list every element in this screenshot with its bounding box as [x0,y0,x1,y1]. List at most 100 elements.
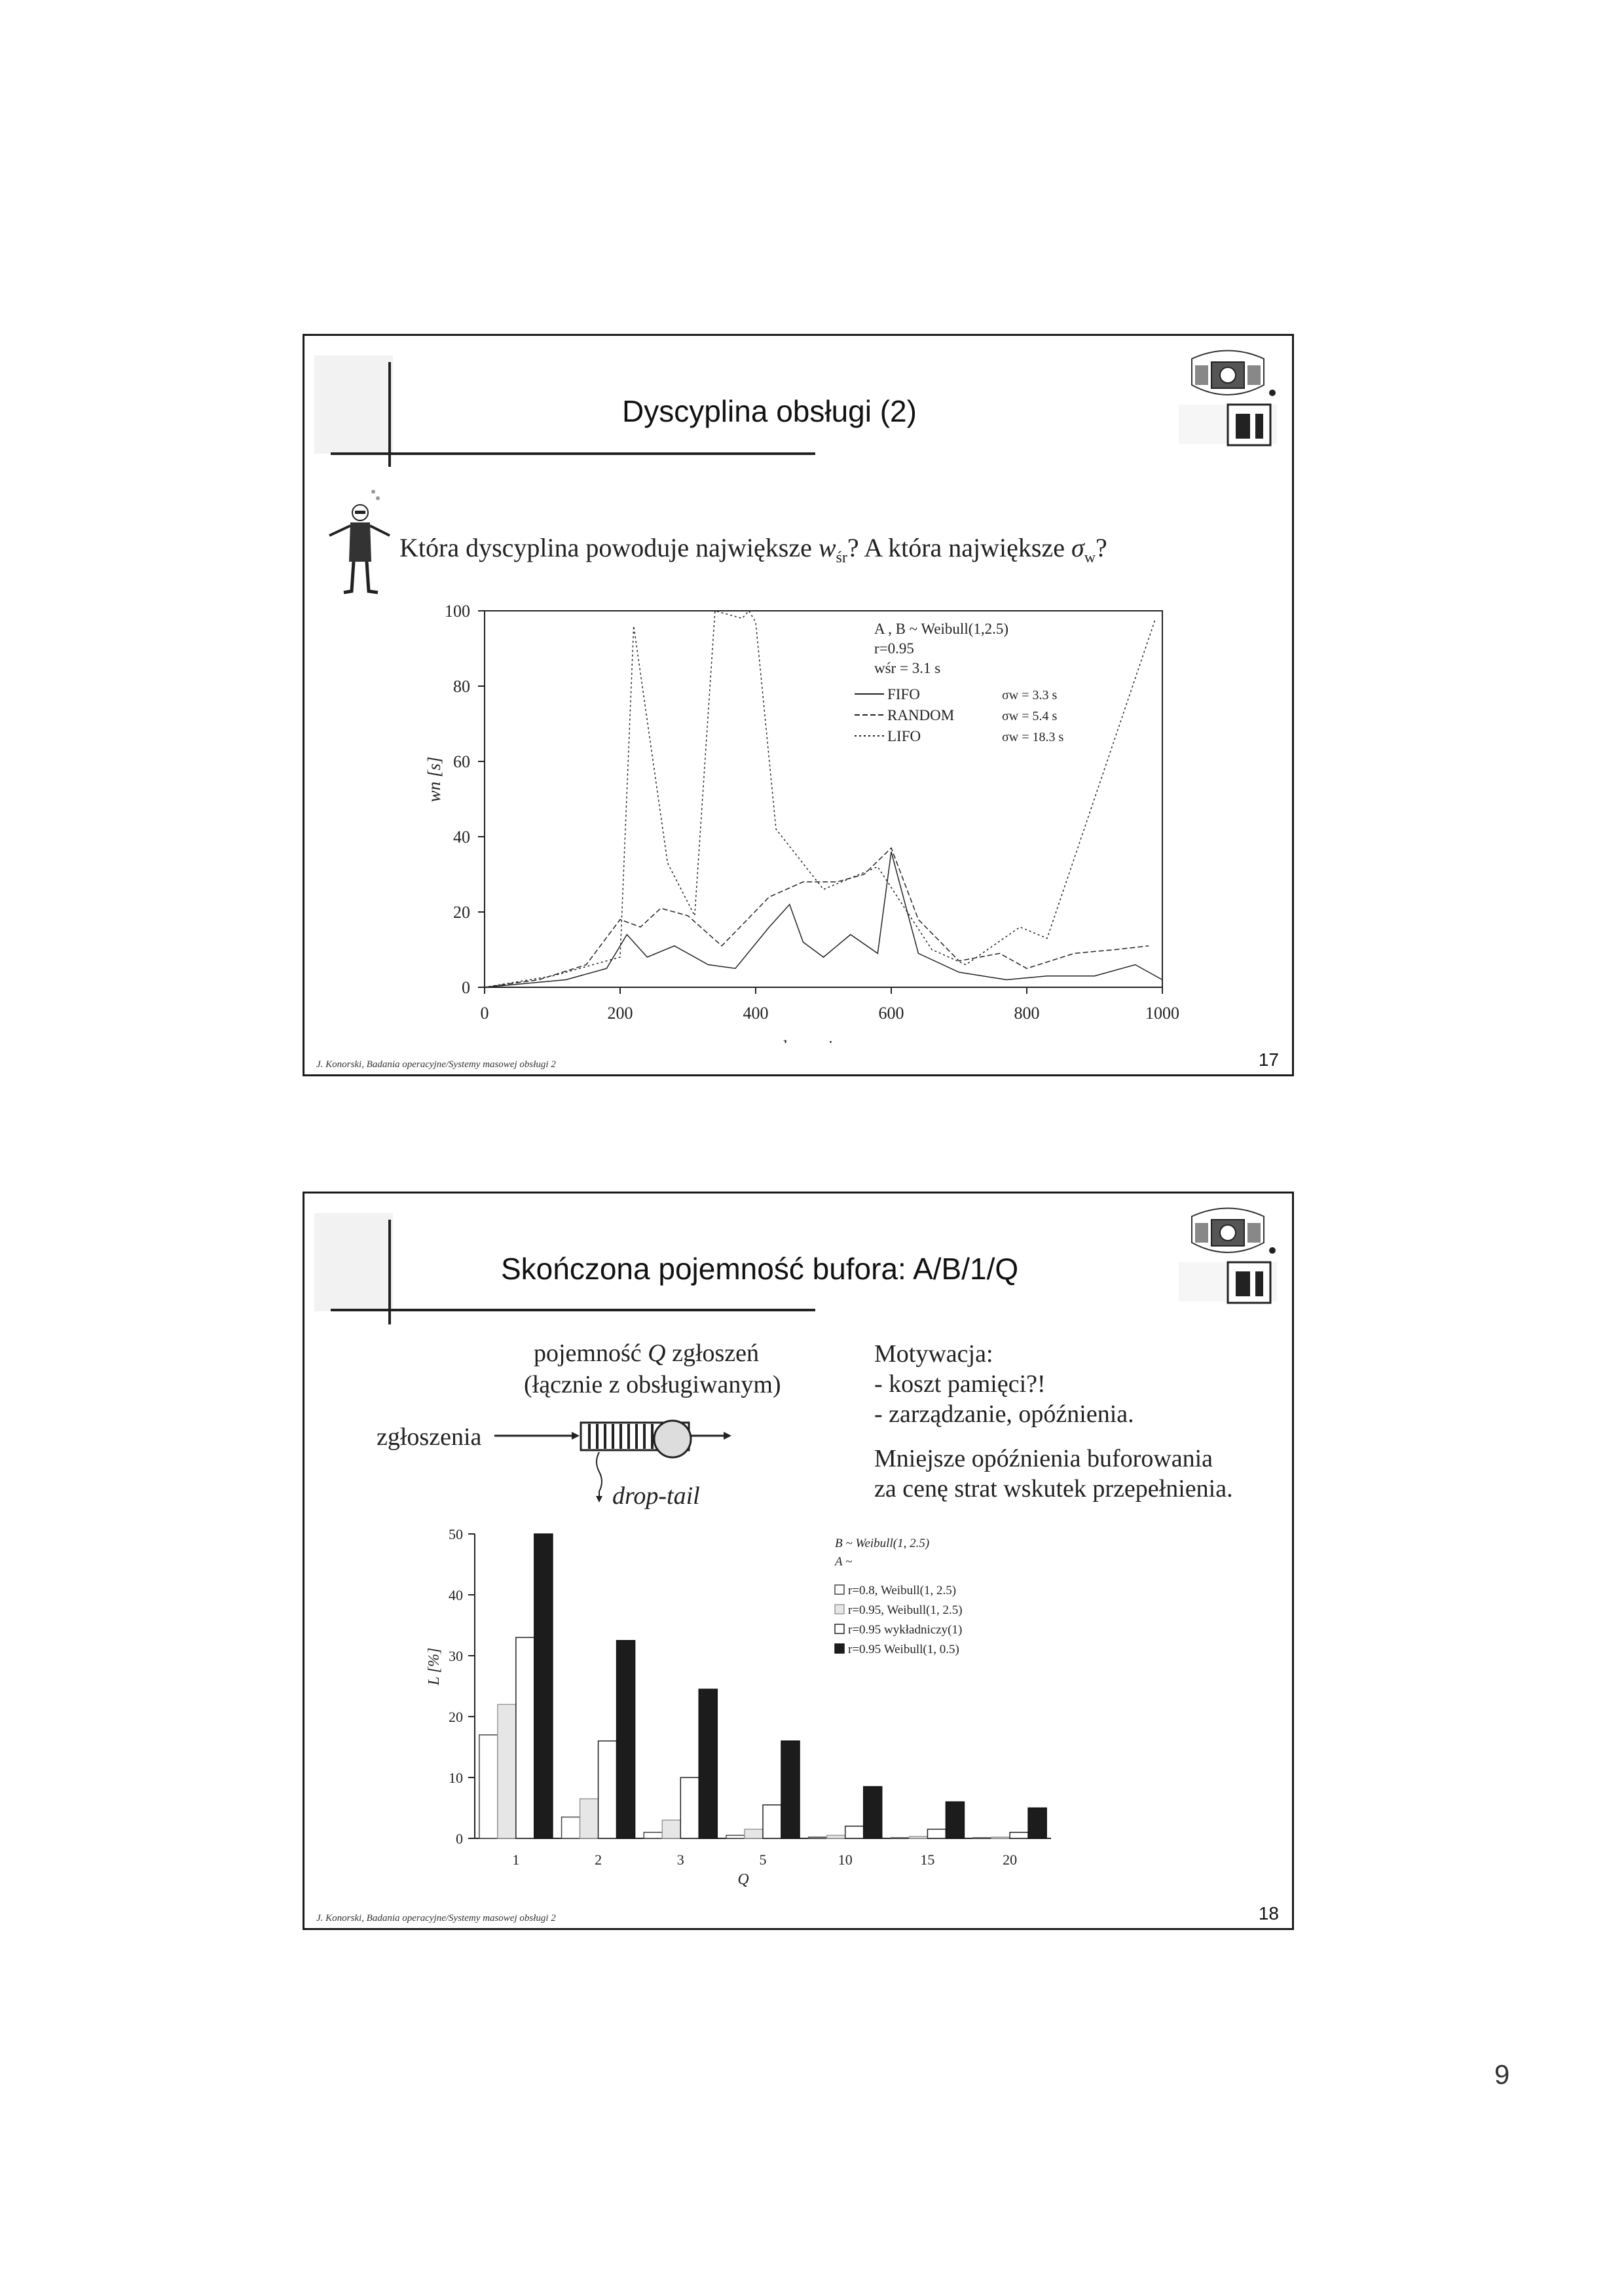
bar [1009,1831,1029,1839]
bar [945,1801,965,1839]
legend-sigma: σw = 18.3 s [1002,730,1064,744]
server-icon [653,1419,692,1459]
bar [744,1829,764,1839]
x-tick-label: 0 [481,1004,489,1023]
y-axis-label: L [%] [426,1648,443,1686]
conclusion-line-2: za cenę strat wskutek przepełnienia. [874,1475,1233,1503]
capacity-text-b: zgłoszeń [665,1339,760,1367]
loss-bar-chart: 0 10 20 30 40 50 L [%] 1 2 3 5 10 15 20 Q B ~ Weibull(1… [426,1526,1051,1888]
y-tick-label: 50 [449,1526,463,1542]
footer-credit: J. Konorski, Badania operacyjne/Systemy … [316,1913,556,1923]
slide-title: Dyscyplina obsługi (2) [622,394,917,428]
legend-label: FIFO [887,686,920,702]
legend-label: r=0.95 Weibull(1, 0.5) [848,1643,959,1656]
y-tick-label: 40 [453,828,470,847]
y-tick-label: 60 [453,752,470,771]
slide-18: Skończona pojemność bufora: A/B/1/Q poje… [303,1192,1294,1930]
legend-swatch [834,1584,845,1595]
bar [515,1637,535,1839]
bar [661,1819,682,1839]
legend-label: r=0.95, Weibull(1, 2.5) [848,1603,963,1617]
bar [844,1825,864,1839]
question-text: Która dyscyplina powoduje największe w śr… [399,532,1107,567]
slide-number: 18 [1258,1903,1279,1923]
x-tick-label: 800 [1014,1004,1040,1023]
y-tick-label: 100 [445,602,470,621]
chart-annotation: A , B ~ Weibull(1,2.5) [874,621,1008,637]
motivation-item-2: - zarządzanie, opóźnienia. [874,1400,1134,1428]
footer-credit: J. Konorski, Badania operacyjne/Systemy … [316,1059,556,1070]
slide-number: 17 [1258,1049,1279,1070]
capacity-label-line2: (łącznie z obsługiwanym) [524,1371,781,1398]
bar [597,1740,618,1839]
drop-arrow [596,1451,602,1498]
x-tick-label: 1 [512,1851,519,1868]
thinking-person-icon [329,490,390,594]
bar [643,1831,663,1839]
chart-annotation: r=0.95 [874,640,914,657]
legend-label: RANDOM [887,707,954,723]
series-line-lifo [484,610,1156,988]
page-number: 9 [1494,2059,1510,2090]
bar [534,1533,553,1839]
y-tick-label: 0 [456,1831,463,1847]
question-part2: ? A która największe [847,533,1071,562]
legend-swatch [834,1604,845,1614]
y-tick-label: 20 [449,1709,463,1725]
legend-header: B ~ Weibull(1, 2.5) [835,1537,929,1550]
bar [762,1804,782,1839]
bar [927,1829,947,1839]
y-axis-label: wn [s] [424,757,444,803]
motivation-item-1: - koszt pamięci?! [874,1370,1046,1398]
bar [991,1836,1010,1839]
y-tick-label: 10 [449,1770,463,1786]
y-tick-label: 30 [449,1648,463,1664]
bar [561,1816,581,1839]
slide-17: Dyscyplina obsługi (2) Która dyscyplina … [303,334,1294,1076]
x-tick-label: 2 [595,1851,602,1868]
decorative-corner-lines [314,355,815,467]
question-w-sub: śr [836,549,847,566]
bar [908,1836,929,1839]
queue-diagram [494,1419,731,1503]
legend-label: LIFO [887,728,921,744]
question-end: ? [1096,533,1107,562]
university-crest-icon [1179,350,1277,446]
series-line-fifo [484,851,1163,988]
conclusion-line-1: Mniejsze opóźnienia buforowania [874,1445,1213,1472]
x-axis-label: Q [737,1871,748,1888]
question-sigma-sub: w [1084,549,1096,566]
x-tick-label: 200 [608,1004,633,1023]
capacity-label-line1: pojemność Q zgłoszeń [534,1339,759,1368]
capacity-text-a: pojemność [534,1339,648,1367]
bar [497,1704,517,1839]
y-tick-label: 20 [453,903,470,922]
x-tick-label: 15 [920,1851,934,1868]
x-tick-label: 3 [677,1851,684,1868]
bar [680,1777,700,1839]
bar [479,1734,498,1839]
legend-sigma: σw = 3.3 s [1002,688,1058,702]
question-part1: Która dyscyplina powoduje największe [399,533,819,562]
legend-header: A ~ [834,1555,852,1569]
x-tick-label: 20 [1003,1851,1017,1868]
y-tick-label: 40 [449,1587,463,1603]
x-tick-label: 5 [760,1851,767,1868]
y-tick-label: 80 [453,677,470,696]
plot-area [484,610,1163,988]
capacity-q: Q [648,1339,666,1367]
x-tick-label: 1000 [1145,1004,1179,1023]
legend-swatch [834,1643,845,1654]
bar [1027,1807,1047,1839]
legend-label: r=0.8, Weibull(1, 2.5) [848,1584,956,1597]
x-tick-label: 600 [879,1004,904,1023]
bar [726,1834,745,1839]
waiting-time-line-chart: 02040608010002004006008001000zgłoszenie … [424,602,1179,1043]
legend-sigma: σw = 5.4 s [1002,709,1058,723]
bar [781,1740,800,1839]
university-crest-icon [1179,1207,1277,1304]
bar [579,1798,599,1839]
bar [826,1834,846,1839]
bar [616,1640,636,1839]
legend-swatch [834,1624,845,1634]
